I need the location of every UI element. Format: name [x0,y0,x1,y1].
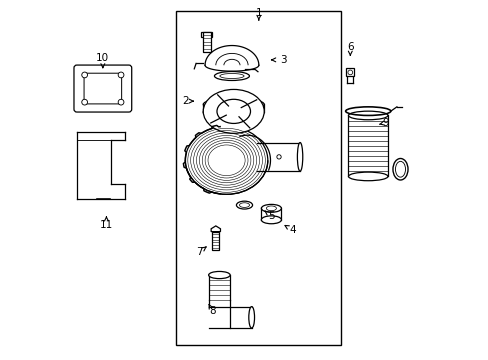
Ellipse shape [297,143,302,171]
Text: 11: 11 [100,220,113,230]
Circle shape [347,70,352,75]
Ellipse shape [276,155,281,159]
Ellipse shape [392,158,407,180]
Ellipse shape [203,89,264,133]
Ellipse shape [348,111,387,120]
Bar [346,68,353,76]
Text: 2: 2 [182,96,188,106]
Ellipse shape [266,206,276,211]
Ellipse shape [395,161,405,177]
Ellipse shape [261,216,281,224]
Ellipse shape [236,201,252,209]
Text: 7: 7 [196,247,203,257]
Text: 1: 1 [255,8,262,18]
Ellipse shape [214,72,249,81]
Bar [201,32,212,37]
Bar [203,32,210,52]
Ellipse shape [261,204,281,212]
Ellipse shape [239,203,249,207]
Ellipse shape [203,106,264,118]
Circle shape [118,72,123,78]
Ellipse shape [217,99,250,123]
Text: 3: 3 [280,55,286,65]
Bar [176,12,341,345]
Text: 4: 4 [289,225,296,235]
Circle shape [81,72,87,78]
Polygon shape [211,226,220,231]
Circle shape [118,99,123,105]
Bar [212,231,219,250]
Text: 6: 6 [346,42,353,52]
Ellipse shape [220,73,244,78]
FancyBboxPatch shape [74,65,131,112]
Text: 10: 10 [96,53,109,63]
Text: 9: 9 [382,118,388,128]
Ellipse shape [348,172,387,181]
Ellipse shape [248,307,254,328]
Text: 5: 5 [267,211,274,221]
FancyBboxPatch shape [84,73,122,104]
Ellipse shape [208,271,230,279]
Ellipse shape [185,126,267,194]
Circle shape [81,99,87,105]
Text: 8: 8 [208,306,215,316]
Ellipse shape [203,98,264,111]
